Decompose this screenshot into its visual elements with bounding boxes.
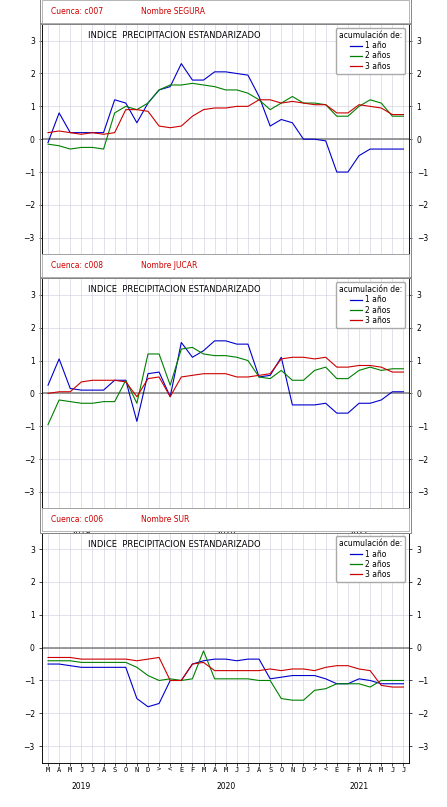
Text: 2021: 2021 [350,274,369,283]
Text: 2020: 2020 [216,782,236,792]
Text: INDICE  PRECIPITACION ESTANDARIZADO: INDICE PRECIPITACION ESTANDARIZADO [88,31,261,40]
Text: 2019: 2019 [72,782,91,792]
Legend: 1 año, 2 años, 3 años: 1 año, 2 años, 3 años [336,537,405,582]
Text: INDICE  PRECIPITACION ESTANDARIZADO: INDICE PRECIPITACION ESTANDARIZADO [88,540,261,549]
Legend: 1 año, 2 años, 3 años: 1 año, 2 años, 3 años [336,28,405,73]
Text: Cuenca: c006: Cuenca: c006 [51,515,104,525]
Text: Cuenca: c008: Cuenca: c008 [51,261,103,270]
Text: Cuenca: c007: Cuenca: c007 [51,6,104,16]
Legend: 1 año, 2 años, 3 años: 1 año, 2 años, 3 años [336,282,405,328]
Text: 2021: 2021 [350,528,369,537]
Text: Nombre JUCAR: Nombre JUCAR [141,261,197,270]
Text: 2019: 2019 [72,528,91,537]
Text: 2020: 2020 [216,274,236,283]
Text: 2020: 2020 [216,528,236,537]
Text: 2021: 2021 [350,782,369,792]
Text: Nombre SEGURA: Nombre SEGURA [141,6,205,16]
Text: Nombre SUR: Nombre SUR [141,515,189,525]
Text: INDICE  PRECIPITACION ESTANDARIZADO: INDICE PRECIPITACION ESTANDARIZADO [88,286,261,295]
Text: 2019: 2019 [72,274,91,283]
